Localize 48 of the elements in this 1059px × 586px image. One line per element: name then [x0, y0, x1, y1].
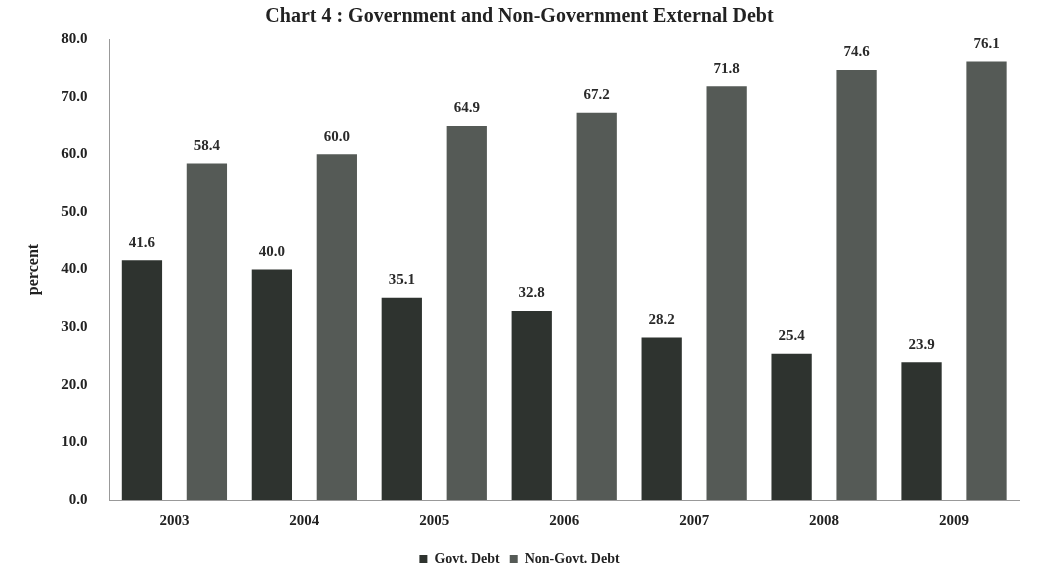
bar — [966, 61, 1007, 500]
legend-label: Non-Govt. Debt — [524, 550, 620, 566]
y-tick-label: 30.0 — [61, 318, 88, 334]
y-tick-label: 10.0 — [61, 433, 88, 450]
x-tick-label: 2009 — [939, 511, 970, 528]
data-label: 41.6 — [128, 233, 156, 250]
data-label: 76.1 — [973, 34, 1000, 51]
y-tick-label: 70.0 — [61, 87, 88, 104]
legend-label: Govt. Debt — [434, 550, 501, 566]
bar — [446, 126, 487, 500]
data-label: 74.6 — [843, 43, 871, 60]
data-label: 35.1 — [388, 271, 415, 288]
bar — [251, 269, 293, 500]
bar — [121, 260, 163, 500]
y-tick-label: 40.0 — [61, 260, 88, 277]
data-label: 67.2 — [583, 86, 610, 103]
data-label: 64.9 — [453, 99, 480, 116]
y-tick-label: 20.0 — [61, 375, 88, 392]
bar — [381, 297, 422, 500]
y-axis-title: percent — [23, 243, 42, 296]
x-tick-label: 2004 — [289, 511, 320, 528]
bar — [576, 112, 617, 500]
x-tick-label: 2008 — [809, 511, 840, 528]
bar — [186, 163, 228, 500]
data-label: 60.0 — [323, 127, 350, 144]
bar — [836, 70, 877, 500]
data-label: 71.8 — [713, 59, 740, 76]
data-label: 40.0 — [258, 242, 285, 259]
data-label: 23.9 — [908, 335, 935, 352]
y-tick-label: 50.0 — [61, 202, 88, 219]
bar — [641, 337, 682, 500]
bar — [901, 362, 942, 500]
data-label: 58.4 — [193, 136, 221, 153]
bar — [706, 86, 747, 500]
y-tick-label: 60.0 — [61, 145, 88, 162]
y-tick-label: 80.0 — [61, 29, 88, 46]
data-label: 28.2 — [648, 310, 675, 327]
x-tick-label: 2005 — [419, 511, 450, 528]
chart-title: Chart 4 : Government and Non-Government External Debt — [265, 4, 774, 27]
x-tick-label: 2007 — [679, 511, 710, 528]
x-tick-label: 2006 — [549, 511, 580, 528]
bar — [771, 353, 812, 500]
data-label: 32.8 — [518, 284, 545, 301]
bar — [511, 310, 552, 500]
x-tick-label: 2003 — [159, 511, 190, 528]
y-tick-label: 0.0 — [68, 490, 88, 507]
bar — [316, 154, 357, 500]
data-label: 25.4 — [778, 327, 806, 344]
